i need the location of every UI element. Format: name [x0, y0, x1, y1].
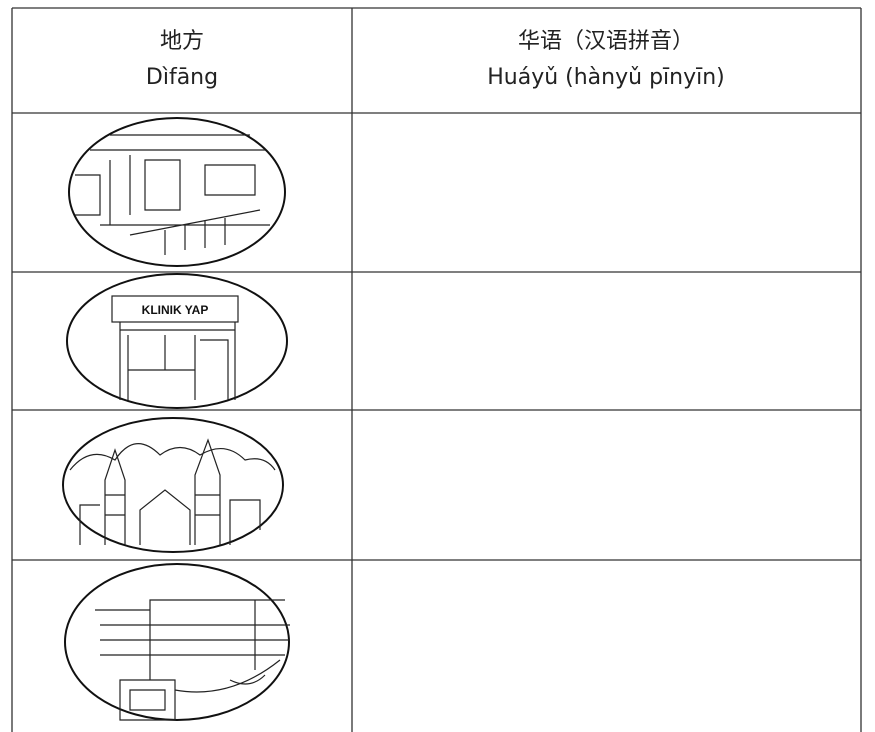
header-pinyin: Huáyǔ (hànyǔ pīnyīn) [487, 65, 725, 90]
city-picture [62, 417, 284, 553]
header-chinese: 华语（汉语拼音） [518, 29, 694, 54]
clinic-picture: KLINIK YAP [66, 273, 288, 409]
header-pinyin: Dìfāng [146, 65, 218, 90]
classroom-picture [68, 117, 286, 267]
clinic-sign: KLINIK YAP [142, 303, 209, 317]
header-chinese: 地方 [160, 29, 204, 54]
building-picture [64, 563, 290, 721]
table-grid [11, 7, 862, 732]
